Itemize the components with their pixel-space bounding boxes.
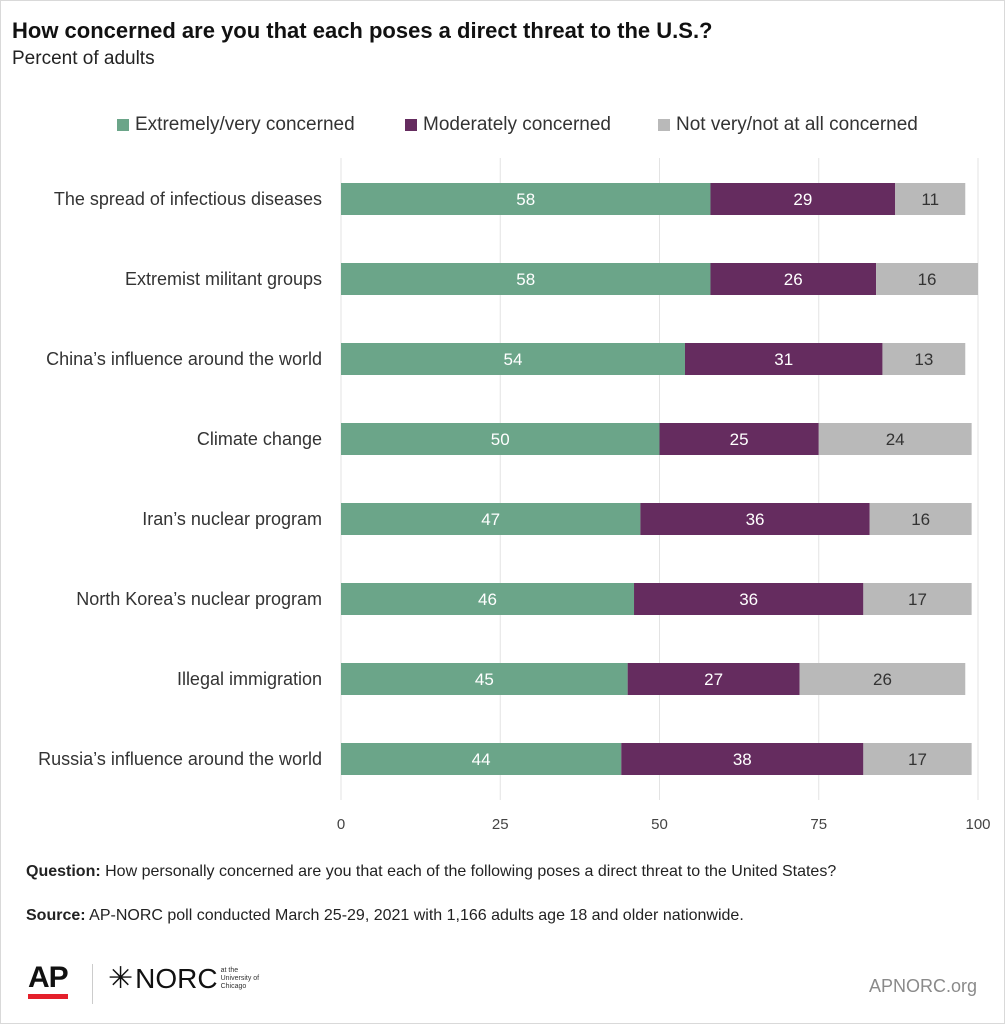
legend-swatch xyxy=(405,119,417,131)
site-url: APNORC.org xyxy=(868,976,977,996)
bar-segment xyxy=(627,663,800,695)
bar-segment xyxy=(710,263,877,295)
legend-item-moderately: Moderately concerned xyxy=(405,114,611,136)
bar-segment xyxy=(882,343,966,375)
bar-segment xyxy=(895,183,966,215)
norc-star-icon: ✳ xyxy=(108,962,134,995)
logo-divider xyxy=(92,964,93,1004)
ap-logo-text: AP xyxy=(28,961,69,994)
legend-item-extremely-very: Extremely/very concerned xyxy=(117,114,355,136)
legend-label: Not very/not at all concerned xyxy=(676,114,918,135)
chart-title: How concerned are you that each poses a … xyxy=(12,18,713,43)
category-label: Illegal immigration xyxy=(177,669,322,689)
ap-logo: AP xyxy=(28,961,69,1000)
category-label: Extremist militant groups xyxy=(125,269,322,289)
ap-logo-bar xyxy=(28,994,68,999)
bar-segment xyxy=(341,663,628,695)
chart-subtitle: Percent of adults xyxy=(12,48,155,69)
data-label: 11 xyxy=(921,190,939,209)
x-tick-label: 100 xyxy=(965,816,990,833)
bar-segment xyxy=(634,583,864,615)
category-label: Climate change xyxy=(197,429,322,449)
question-text: How personally concerned are you that ea… xyxy=(105,863,837,880)
data-label: 44 xyxy=(472,750,491,769)
bar-segment xyxy=(863,743,972,775)
data-label: 17 xyxy=(908,590,927,609)
category-label: The spread of infectious diseases xyxy=(54,189,322,209)
bar-segment xyxy=(621,743,864,775)
data-label: 26 xyxy=(784,270,803,289)
bar-segment xyxy=(341,503,641,535)
bar-segment xyxy=(341,743,622,775)
legend-swatch xyxy=(117,119,129,131)
data-label: 36 xyxy=(746,510,765,529)
bar-segment xyxy=(341,263,711,295)
data-label: 38 xyxy=(733,750,752,769)
legend-label: Moderately concerned xyxy=(423,114,611,135)
x-tick-label: 25 xyxy=(492,816,509,833)
legend: Extremely/very concerned Moderately conc… xyxy=(0,114,1005,138)
data-label: 16 xyxy=(911,510,930,529)
bar-segment xyxy=(863,583,972,615)
category-label: North Korea’s nuclear program xyxy=(76,589,322,609)
data-label: 58 xyxy=(516,270,535,289)
bar-segment xyxy=(341,423,660,455)
data-label: 46 xyxy=(478,590,497,609)
data-label: 54 xyxy=(504,350,523,369)
x-tick-label: 0 xyxy=(337,816,345,833)
bar-segment xyxy=(818,423,972,455)
data-label: 47 xyxy=(481,510,500,529)
data-label: 27 xyxy=(704,670,723,689)
bar-segment xyxy=(876,263,978,295)
norc-logo-subtext: at the University of Chicago xyxy=(220,967,260,990)
bar-segment xyxy=(341,583,635,615)
bar-segment xyxy=(341,343,685,375)
x-tick-label: 50 xyxy=(651,816,668,833)
data-label: 24 xyxy=(886,430,905,449)
legend-item-not-very: Not very/not at all concerned xyxy=(658,114,918,136)
question-label: Question: xyxy=(26,863,101,880)
data-label: 17 xyxy=(908,750,927,769)
data-label: 58 xyxy=(516,190,535,209)
data-label: 16 xyxy=(918,270,937,289)
legend-label: Extremely/very concerned xyxy=(135,114,355,135)
data-label: 25 xyxy=(730,430,749,449)
data-label: 36 xyxy=(739,590,758,609)
question-note: Question: How personally concerned are y… xyxy=(26,862,966,882)
bar-segment xyxy=(659,423,819,455)
bar-segment xyxy=(710,183,896,215)
data-label: 45 xyxy=(475,670,494,689)
bar-segment xyxy=(640,503,870,535)
bar-segment xyxy=(869,503,972,535)
norc-logo-text: NORC xyxy=(135,963,218,994)
category-label: Russia’s influence around the world xyxy=(38,749,322,769)
category-label: Iran’s nuclear program xyxy=(142,509,322,529)
bar-segment xyxy=(799,663,966,695)
source-text: AP-NORC poll conducted March 25-29, 2021… xyxy=(89,907,744,924)
category-label: China’s influence around the world xyxy=(46,349,322,369)
data-label: 26 xyxy=(873,670,892,689)
data-label: 13 xyxy=(914,350,933,369)
norc-logo: ✳ NORC at the University of Chicago xyxy=(108,964,261,994)
data-label: 29 xyxy=(793,190,812,209)
x-tick-label: 75 xyxy=(810,816,827,833)
source-note: Source: AP-NORC poll conducted March 25-… xyxy=(26,906,966,926)
bar-segment xyxy=(341,183,711,215)
data-label: 50 xyxy=(491,430,510,449)
data-label: 31 xyxy=(774,350,793,369)
bar-segment xyxy=(684,343,883,375)
legend-swatch xyxy=(658,119,670,131)
stacked-bar-chart: 0 25 50 75 100 The spread of infectious disea… xyxy=(38,158,991,833)
source-label: Source: xyxy=(26,907,86,924)
